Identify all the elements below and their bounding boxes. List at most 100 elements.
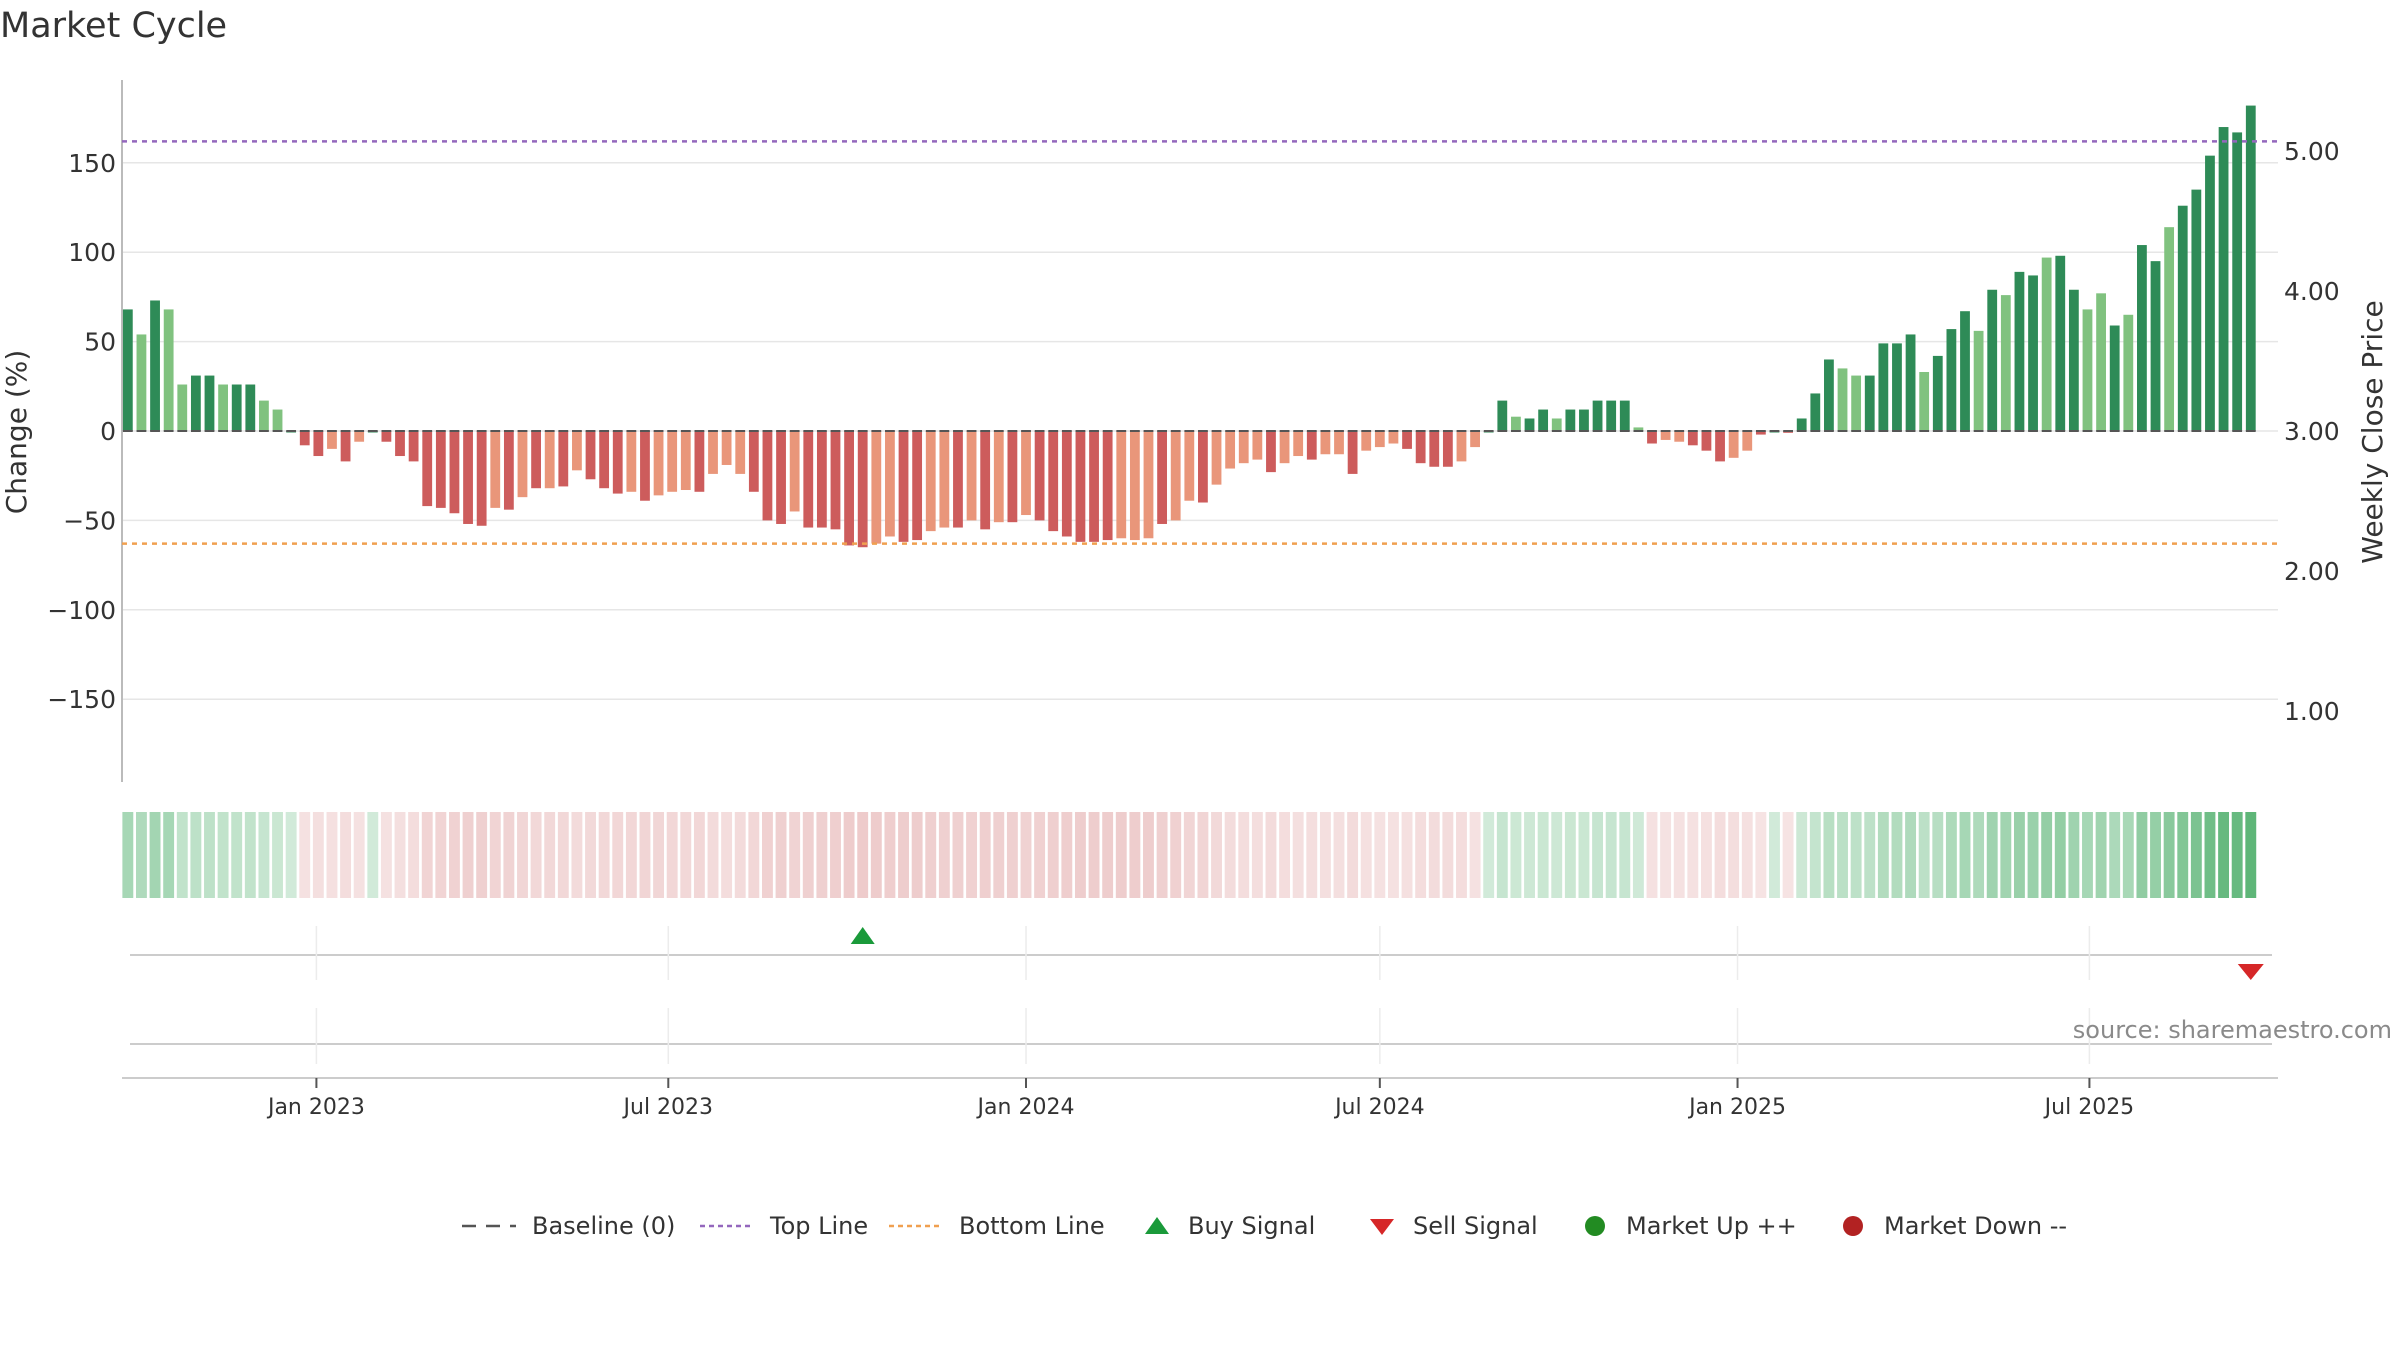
bar [1592,400,1603,431]
heat-cell [1279,812,1291,898]
heat-cell [1551,812,1563,898]
bar [1796,418,1807,431]
bar [1252,431,1263,460]
y-tick-label: 150 [68,149,116,178]
heat-cell [993,812,1005,898]
bar [1987,289,1998,431]
y-tick-label: 100 [68,238,116,267]
heat-cell [1401,812,1413,898]
heat-cell [1728,812,1740,898]
bar [612,431,623,494]
heat-cell [2082,812,2093,898]
heat-cell [938,812,950,898]
bar [871,431,882,544]
bar [1864,375,1875,431]
bar [449,431,460,514]
bar [762,431,773,521]
bar [2205,155,2215,431]
bar [2082,309,2093,431]
bar [1701,431,1712,451]
bar [1374,431,1385,448]
bar [599,431,610,489]
chart-title: Market Cycle [0,6,228,46]
bar [885,431,895,537]
heat-cell [870,812,882,898]
bar [503,431,514,510]
heat-cell [2231,812,2243,898]
heat-cell [1864,812,1876,898]
bar [2014,271,2025,431]
heat-cell [2122,812,2134,898]
heat-cell [2150,812,2161,898]
bar [1129,431,1140,541]
bar [585,431,596,480]
heat-cell [2041,812,2053,898]
heat-cell [530,812,542,898]
bar [340,431,351,462]
heat-cell [1292,812,1304,898]
heat-cell [1564,812,1576,898]
bar [218,384,228,431]
heat-cell [1646,812,1658,898]
heat-cell [952,812,964,898]
heat-cell [1537,812,1549,898]
heat-cell [625,812,637,898]
legend-label: Bottom Line [959,1212,1105,1240]
heat-cell [2068,812,2080,898]
heat-cell [1251,812,1263,898]
heat-cell [612,812,624,898]
heat-cell [2177,812,2189,898]
heat-cell [1619,812,1631,898]
heat-cell [517,812,528,898]
bar [1619,400,1630,431]
heat-cell [707,812,719,898]
bar [517,431,528,498]
bar [816,431,827,528]
heat-cell [1074,812,1086,898]
bar [395,431,405,457]
heat-cell [244,812,256,898]
bar [2218,127,2229,431]
y-tick-label: −150 [47,685,116,714]
bar [953,431,963,528]
heat-cell [666,812,678,898]
bar [803,431,814,528]
heat-cell [1741,812,1753,898]
bar [1225,431,1236,469]
bar [1851,375,1862,431]
heat-cell [448,812,460,898]
heat-cell [1823,812,1835,898]
heat-cell [1034,812,1046,898]
bar [1919,371,1930,431]
bar [327,431,337,449]
heat-cell [1959,812,1971,898]
heat-cell [1387,812,1399,898]
heat-cell [122,812,134,898]
heat-cell [2013,812,2025,898]
heat-cell [1932,812,1944,898]
heat-cell [1796,812,1808,898]
circle-icon [1843,1216,1863,1236]
heat-cell [312,812,324,898]
heat-cell [1306,812,1318,898]
bar [1674,431,1685,442]
legend-item: Bottom Line [887,1206,1105,1246]
bar [1810,393,1821,431]
heat-cell [857,812,869,898]
bar [1116,431,1127,539]
heat-cell [1006,812,1018,898]
heat-cell [176,812,188,898]
heat-cell [1211,812,1222,898]
heat-cell [1905,812,1917,898]
legend-item: Market Down -- [1836,1206,2067,1246]
bar [544,431,555,489]
bar [572,431,582,471]
heat-cell [1809,812,1821,898]
heat-cell [489,812,501,898]
y2-axis-label: Weekly Close Price [2356,300,2389,563]
heat-cell [2136,812,2148,898]
bar [1579,409,1589,431]
heat-cell [1700,812,1712,898]
bar [313,431,324,457]
bar [2055,255,2066,431]
